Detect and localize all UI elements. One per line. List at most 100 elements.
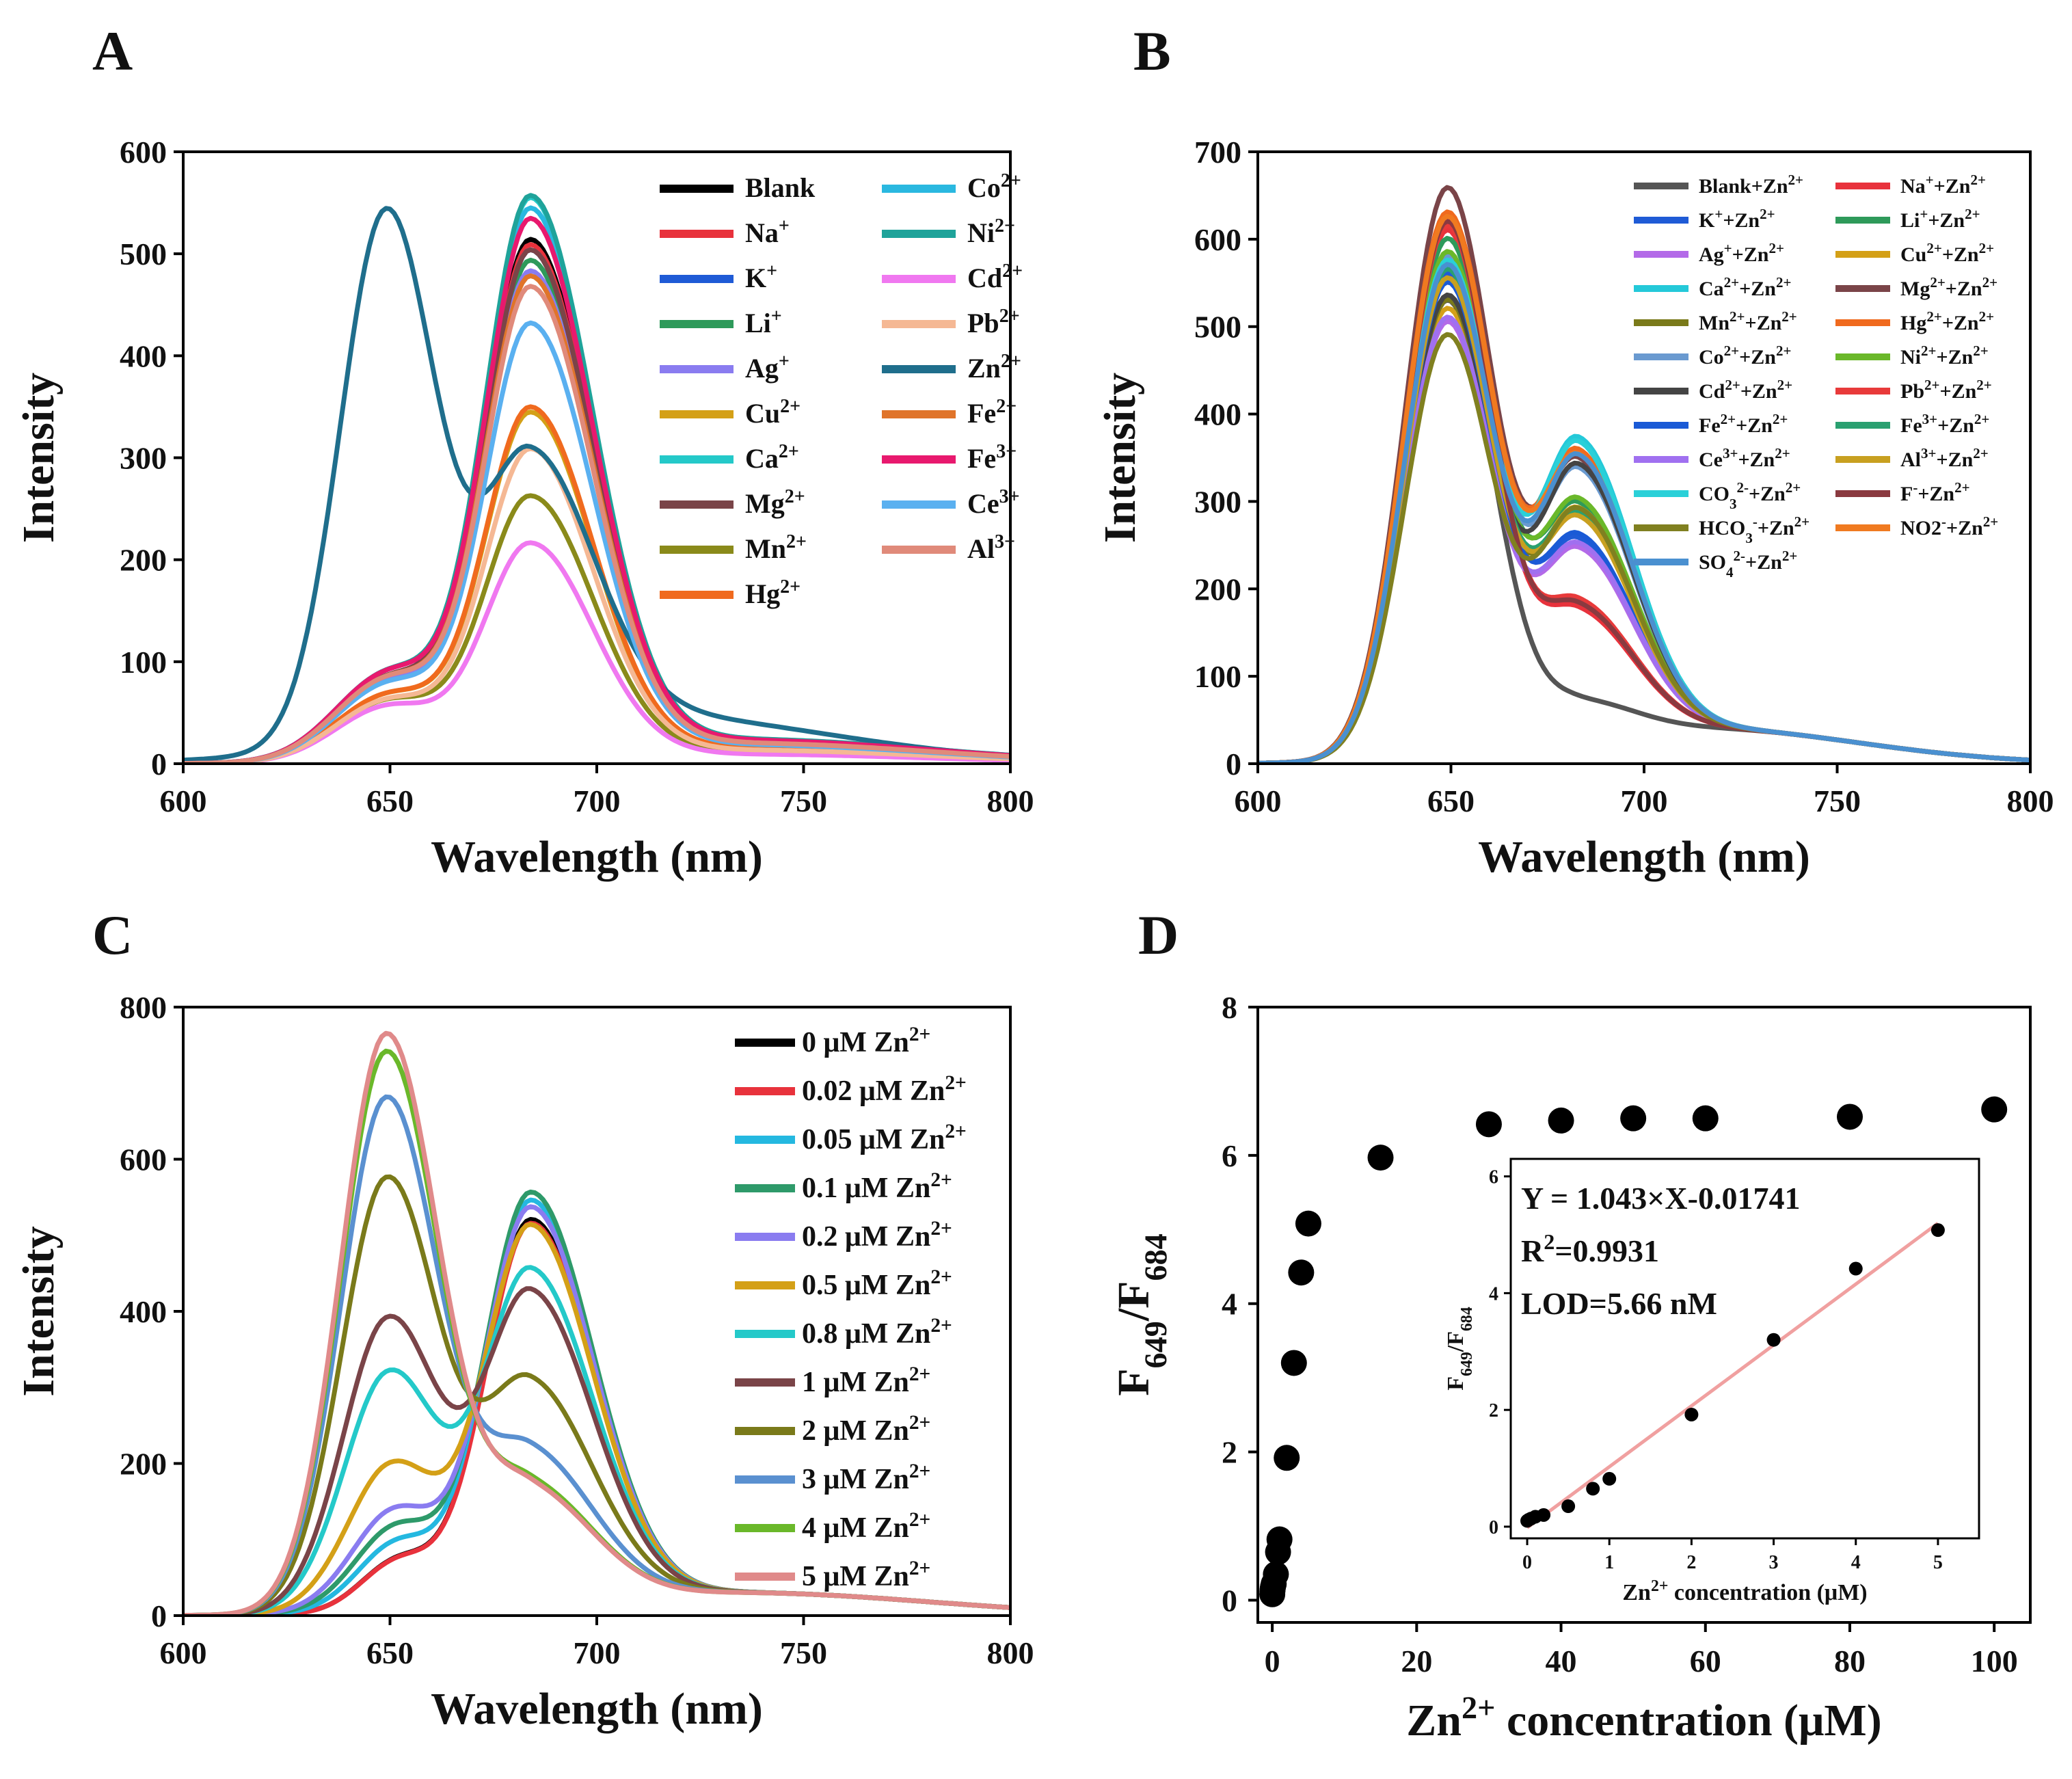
panel-b-legend-label-part: 2+ [1721, 411, 1736, 427]
panel-b-legend-label-part: Ag [1699, 243, 1724, 266]
panel-b-legend-label-part: 2+ [1776, 274, 1791, 291]
panel-a-legend-label: Li+ [745, 306, 782, 339]
panel-b-legend-label-part: +Zn [1732, 243, 1769, 266]
panel-d-axes-frame [1256, 1006, 2032, 1624]
legend-base: 0.05 μM Zn [802, 1124, 945, 1155]
panel-b-legend-label-part: 2- [1734, 548, 1746, 564]
panel-d-xtick-label: 100 [1971, 1644, 2018, 1678]
panel-a-xtick-label: 700 [574, 784, 621, 818]
panel-a-letter: A [92, 20, 133, 82]
panel-b-legend-label-part: 2+ [1768, 240, 1784, 256]
panel-a-legend-label: Blank [745, 172, 816, 203]
panel-b-legend-label: Ag++Zn2+ [1699, 240, 1784, 266]
panel-a-legend-label: Na+ [745, 215, 790, 249]
panel-b-legend-label: Na++Zn2+ [1900, 172, 1986, 198]
panel-d-ytick-label: 6 [1222, 1138, 1237, 1173]
panel-b-legend-label: Fe2++Zn2+ [1699, 411, 1788, 437]
panel-b-xtick-label: 700 [1621, 784, 1668, 818]
inset-ytick-label: 4 [1489, 1283, 1498, 1305]
panel-b-legend-label-part: 2+ [1974, 411, 1989, 427]
panel-b-ytick-label: 600 [1194, 222, 1241, 257]
legend-base: Mn [745, 533, 786, 564]
panel-b-legend-label-part: 2+ [1973, 445, 1988, 462]
panel-a-xtick-label: 750 [780, 784, 827, 818]
panel-b-legend-label-part: +Zn [1936, 346, 1973, 369]
legend-sup: 2+ [930, 1169, 952, 1191]
panel-b-letter: B [1133, 20, 1171, 82]
panel-b-legend-label-part: Cu [1900, 243, 1926, 266]
panel-b-legend-label: Mn2++Zn2+ [1699, 308, 1797, 334]
panel-b-legend-label-part: 2+ [1775, 445, 1790, 462]
panel-b-legend-label-part: +Zn [1928, 209, 1965, 232]
inset-r2-part: =0.9931 [1555, 1233, 1659, 1268]
panel-d-ylabel-part: F [1109, 1368, 1159, 1395]
panel-a-panel: A 600 650 700 750 800 0 100 200 300 400 500 600 Wavel… [14, 20, 1034, 882]
panel-b-legend-label: Hg2++Zn2+ [1900, 308, 1994, 334]
panel-b-legend-label-part: 2+ [1976, 377, 1991, 393]
panel-b-legend-label: Ni2++Zn2+ [1900, 343, 1989, 369]
legend-base: 3 μM Zn [802, 1464, 909, 1495]
legend-sup: 2+ [779, 441, 799, 462]
panel-b-legend-label-part: +Zn [1946, 517, 1983, 539]
panel-b-legend-label: CO32-+Zn2+ [1699, 479, 1801, 512]
legend-base: Co [967, 172, 1001, 203]
legend-sup: 2+ [945, 1072, 966, 1094]
panel-c-legend-label: 0 μM Zn2+ [802, 1024, 930, 1058]
panel-d-ylabel-part: 649 [1138, 1321, 1173, 1368]
legend-sup: 2+ [909, 1509, 930, 1531]
legend-base: 1 μM Zn [802, 1367, 909, 1398]
panel-a-legend-label: Mn2+ [745, 531, 807, 565]
panel-d-xtick-label: 20 [1401, 1644, 1432, 1678]
legend-base: Zn [967, 353, 1001, 384]
panel-b-legend-label-part: 2+ [1926, 308, 1941, 325]
panel-b-legend-label: Co2++Zn2+ [1699, 343, 1791, 369]
panel-a-legend-label: Ag+ [745, 351, 790, 384]
legend-sup: 2+ [909, 1557, 930, 1579]
legend-sup: 2+ [786, 531, 807, 552]
inset-data-point [1930, 1223, 1945, 1238]
legend-base: 0 μM Zn [802, 1027, 909, 1058]
panel-b-legend-label-part: 2+ [1970, 172, 1985, 188]
legend-sup: 2+ [930, 1315, 952, 1337]
panel-c-ytick-label: 200 [120, 1447, 167, 1482]
panel-a-legend-label: Ce3+ [967, 486, 1020, 520]
panel-b-ytick-label: 500 [1194, 310, 1241, 345]
panel-b-legend-label-part: 2+ [1777, 377, 1792, 393]
panel-b-xtick-label: 650 [1427, 784, 1475, 818]
legend-base: Ag [745, 353, 779, 384]
panel-d-ytick-label: 4 [1222, 1287, 1237, 1322]
panel-b-legend-label: F-+Zn2+ [1900, 479, 1970, 505]
panel-b-legend-label-part: Al [1900, 449, 1921, 471]
legend-sup: 2+ [780, 396, 800, 417]
inset-ylabel-part: /F [1443, 1331, 1468, 1352]
panel-b-legend-label-part: +Zn [1738, 449, 1775, 471]
legend-base: Fe [967, 443, 996, 474]
panel-d-xlabel: Zn2+ concentration (μM) [1406, 1690, 1881, 1746]
panel-b-ytick-label: 400 [1194, 397, 1241, 432]
panel-b-legend-label-part: 3+ [1922, 411, 1937, 427]
legend-sup: + [766, 260, 777, 282]
inset-data-point [1537, 1508, 1551, 1522]
panel-d-xlabel-part: concentration (μM) [1495, 1696, 1881, 1745]
panel-b-legend-label-part: +Zn [1739, 278, 1776, 300]
panel-b-legend-label: SO42-+Zn2+ [1699, 548, 1797, 580]
legend-sup: 2+ [780, 576, 800, 598]
panel-b-series-line-7 [1258, 185, 2030, 764]
panel-b-legend-label: K++Zn2+ [1699, 206, 1775, 232]
panel-b-legend-label: Cd2++Zn2+ [1699, 377, 1792, 403]
panel-a-legend-label: Al3+ [967, 531, 1015, 565]
panel-b-legend-label-part: Cd [1699, 380, 1725, 403]
panel-b-legend-label-part: 2+ [1730, 308, 1745, 325]
panel-b-legend-label-part: Mg [1900, 278, 1930, 300]
legend-base: Pb [967, 308, 999, 338]
panel-d-data-point [1548, 1107, 1574, 1134]
panel-b-legend-label-part: +Zn [1749, 483, 1786, 505]
panel-a-ytick-label: 300 [120, 441, 167, 476]
panel-d-data-point [1280, 1350, 1307, 1376]
panel-d-data-point [1263, 1561, 1289, 1588]
panel-b-legend-label-part: 2+ [1924, 377, 1939, 393]
panel-d-data-point [1692, 1105, 1719, 1132]
legend-base: 0.2 μM Zn [802, 1221, 930, 1253]
panel-c-xtick-label: 750 [780, 1635, 827, 1670]
panel-b-ytick-label: 0 [1226, 747, 1241, 781]
